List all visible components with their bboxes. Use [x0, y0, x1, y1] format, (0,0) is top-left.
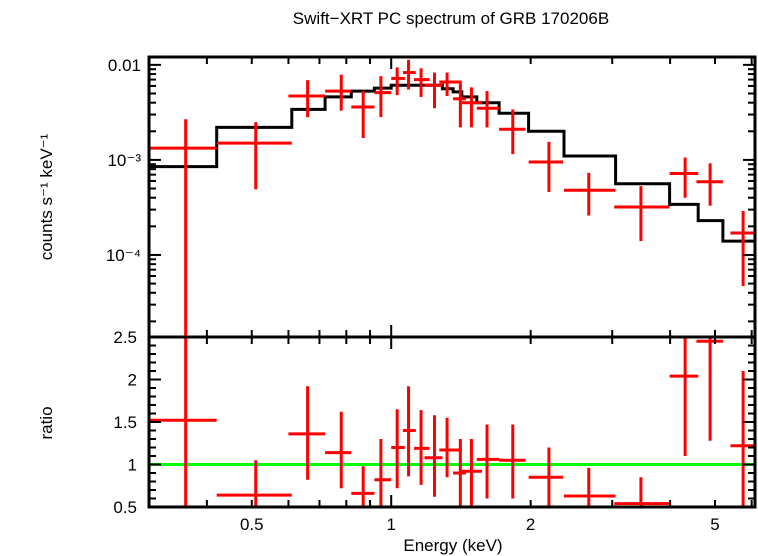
- spectrum-data-point: [374, 76, 392, 118]
- ratio-data-point: [424, 415, 443, 497]
- spectrum-data-point: [149, 119, 217, 337]
- ratio-data-point: [563, 467, 616, 507]
- chart-title: Swift−XRT PC spectrum of GRB 170206B: [293, 9, 609, 28]
- bottom-y-tick-labels: 2.5 2 1.5 1 0.5: [113, 328, 137, 517]
- ratio-data-point: [696, 337, 723, 441]
- top-plot-frame: [147, 55, 757, 339]
- spectrum-data-point: [351, 91, 375, 139]
- ratio-data-point: [499, 424, 526, 499]
- spectrum-data-point: [730, 211, 755, 287]
- ratio-data-point: [402, 386, 416, 477]
- spectrum-data-point: [696, 163, 723, 206]
- x-axis-title: Energy (keV): [403, 536, 502, 555]
- ratio-data-point: [414, 410, 430, 485]
- x-tick-label: 0.5: [240, 515, 264, 534]
- ratio-data-point: [149, 337, 217, 507]
- bottom-axis-ticks: [149, 336, 755, 508]
- ratio-data-point: [288, 386, 326, 480]
- ratio-data-point: [216, 460, 292, 507]
- spectrum-data-point: [439, 72, 462, 97]
- model-step-line-group: [149, 83, 755, 243]
- spectrum-data-point: [669, 157, 699, 198]
- ratio-data-point: [351, 466, 375, 507]
- ratio-data-point: [730, 371, 755, 507]
- ratio-data-point: [476, 424, 500, 499]
- spectrum-data-point: [453, 83, 466, 128]
- y-tick-label: 1.5: [113, 413, 137, 432]
- spectrum-data-point: [216, 122, 292, 190]
- y-tick-label: 10⁻³: [107, 151, 141, 170]
- y-tick-label: 2: [128, 371, 137, 390]
- spectrum-data-point: [414, 68, 430, 97]
- top-panel: 0.01 10⁻³ 10⁻⁴: [106, 56, 755, 337]
- spectrum-data-point: [325, 74, 352, 111]
- data-points-group: [149, 59, 755, 337]
- y-tick-label: 10⁻⁴: [106, 246, 141, 265]
- top-y-tick-labels: 0.01 10⁻³ 10⁻⁴: [106, 56, 142, 265]
- spectrum-data-point: [402, 59, 416, 90]
- bottom-plot-frame: [147, 335, 757, 509]
- x-tick-label: 1: [386, 515, 395, 534]
- y-tick-label: 1: [128, 456, 137, 475]
- ratio-data-point: [669, 337, 699, 456]
- spectrum-data-point: [288, 80, 326, 118]
- spectrum-data-point: [476, 91, 500, 128]
- spectrum-data-point: [461, 87, 482, 128]
- y-tick-label: 2.5: [113, 328, 137, 347]
- ratio-data-point: [439, 417, 462, 478]
- ratio-data-point: [528, 447, 564, 507]
- bottom-y-axis-title: ratio: [37, 406, 56, 439]
- y-tick-label: 0.01: [108, 56, 141, 75]
- model-step-line: [149, 83, 755, 243]
- x-tick-label: 5: [710, 515, 719, 534]
- spectrum-data-point: [391, 67, 405, 96]
- ratio-data-point: [461, 439, 482, 507]
- x-tick-label: 2: [526, 515, 535, 534]
- spectrum-data-point: [563, 172, 616, 216]
- spectrum-data-point: [528, 141, 564, 192]
- x-tick-labels: 0.5 1 2 5: [240, 515, 720, 534]
- ratio-data-point: [391, 409, 405, 489]
- top-axis-ticks: [149, 57, 755, 337]
- spectrum-data-point: [499, 109, 526, 155]
- ratio-points-group: [149, 337, 755, 507]
- ratio-data-point: [614, 477, 670, 507]
- top-y-axis-title: counts s⁻¹ keV⁻¹: [37, 133, 56, 260]
- spectrum-data-point: [424, 72, 443, 109]
- y-tick-label: 0.5: [113, 498, 137, 517]
- ratio-data-point: [453, 439, 466, 507]
- ratio-data-point: [325, 411, 352, 489]
- bottom-panel: 2.5 2 1.5 1 0.5 0.5 1 2 5: [113, 328, 755, 534]
- ratio-data-point: [374, 439, 392, 507]
- spectrum-data-point: [614, 186, 670, 242]
